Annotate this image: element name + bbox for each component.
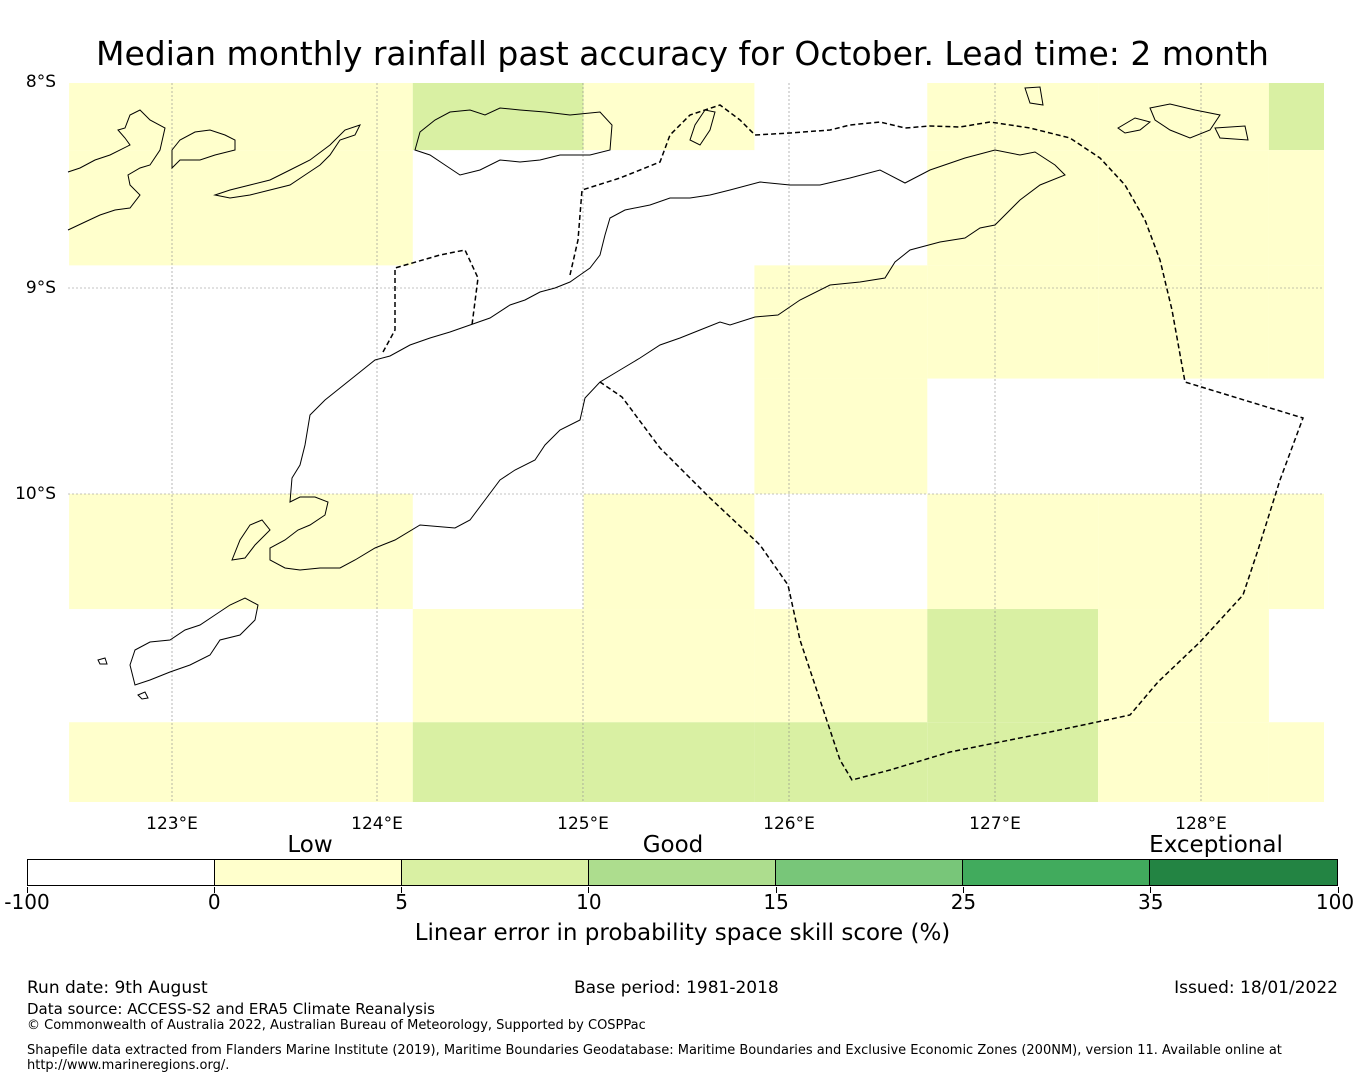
shapefile-url: http://www.marineregions.org/. <box>27 1058 230 1073</box>
ndana-coastline <box>137 691 149 700</box>
skill-cell <box>1268 722 1324 802</box>
map-title: Median monthly rainfall past accuracy fo… <box>96 34 1269 73</box>
colorbar-segment <box>776 860 963 885</box>
colorbar-tick-mark <box>775 887 777 893</box>
flores-alor-coastline <box>67 109 166 231</box>
skill-cell <box>1268 493 1324 610</box>
skill-cell <box>754 609 928 723</box>
skill-cell <box>583 722 755 802</box>
skill-cell <box>412 722 584 802</box>
lon-label-128e: 128°E <box>1175 814 1227 834</box>
skill-cell <box>1098 493 1269 610</box>
colorbar-title: Linear error in probability space skill … <box>414 920 951 946</box>
category-good: Good <box>642 832 704 858</box>
colorbar-tick-mark <box>1337 887 1339 893</box>
lon-label-124e: 124°E <box>351 814 403 834</box>
oecusse-boundary <box>382 249 479 353</box>
colorbar-segment <box>402 860 589 885</box>
colorbar-tick-mark <box>1150 887 1152 893</box>
skill-cell <box>754 378 928 494</box>
eez-boundaries <box>382 104 1304 781</box>
skill-cell <box>1098 609 1269 723</box>
lakor-coastline <box>1117 117 1152 134</box>
skill-cell <box>927 493 1099 610</box>
colorbar-segment <box>963 860 1150 885</box>
colorbar <box>27 859 1338 886</box>
run-date: Run date: 9th August <box>27 978 208 998</box>
skill-cell <box>927 609 1099 723</box>
colorbar-tick-label: 5 <box>395 890 408 914</box>
colorbar-tick-label: 0 <box>207 890 221 914</box>
skill-cell <box>927 83 1099 151</box>
skill-cell <box>1268 265 1324 379</box>
lon-label-126e: 126°E <box>763 814 815 834</box>
skill-cell <box>754 722 928 802</box>
shapefile-credit: Shapefile data extracted from Flanders M… <box>27 1043 1282 1058</box>
kisar-coastline <box>1024 86 1044 106</box>
colorbar-tick-mark <box>401 887 403 893</box>
colorbar-segment <box>215 860 402 885</box>
skill-cell <box>69 493 413 610</box>
skill-cell <box>69 150 413 266</box>
skill-cell <box>927 722 1099 802</box>
colorbar-tick-label: 15 <box>763 890 789 914</box>
skill-cell <box>1268 150 1324 266</box>
skill-cell <box>412 609 584 723</box>
colorbar-tick-label: -100 <box>4 890 50 914</box>
colorbar-tick-mark <box>588 887 590 893</box>
colorbar-segment <box>28 860 215 885</box>
colorbar-tick-mark <box>962 887 964 893</box>
skill-score-map <box>67 83 1324 802</box>
skill-cell <box>69 722 413 802</box>
leti-coastline <box>1149 103 1221 139</box>
lon-label-125e: 125°E <box>557 814 609 834</box>
skill-cell <box>1098 83 1269 151</box>
category-low: Low <box>287 832 333 858</box>
skill-cell <box>1268 83 1324 151</box>
ndao-coastline <box>97 657 108 665</box>
rote-coastline <box>129 597 259 686</box>
colorbar-tick-label: 10 <box>576 890 602 914</box>
lon-label-123e: 123°E <box>146 814 198 834</box>
skill-cell <box>412 83 584 151</box>
colorbar-tick-mark <box>26 887 28 893</box>
skill-cell <box>1098 150 1269 266</box>
colorbar-tick-mark <box>213 887 215 893</box>
colorbar-tick-label: 35 <box>1137 890 1164 914</box>
skill-cell <box>583 83 755 151</box>
alor-coastline <box>213 124 361 199</box>
wetar-coastline <box>414 107 613 176</box>
semau-coastline <box>231 519 271 561</box>
copyright: © Commonwealth of Australia 2022, Austra… <box>27 1018 646 1033</box>
colorbar-tick-label: 100 <box>1315 890 1355 914</box>
pantar-coastline <box>171 129 236 170</box>
colorbar-tick-label: 25 <box>950 890 977 914</box>
lat-label-10s: 10°S <box>15 484 56 504</box>
skill-cell <box>1098 265 1269 379</box>
skill-cell <box>583 609 755 723</box>
timor-island-coastline <box>269 149 1066 571</box>
skill-cell <box>1098 722 1269 802</box>
lat-label-9s: 9°S <box>25 278 56 298</box>
moa-coastline <box>1214 125 1249 141</box>
lon-label-127e: 127°E <box>969 814 1021 834</box>
skill-cell <box>754 265 928 379</box>
colorbar-segment <box>1150 860 1337 885</box>
skill-cell <box>927 265 1099 379</box>
colorbar-segment <box>589 860 776 885</box>
skill-cell <box>583 493 755 610</box>
category-exceptional: Exceptional <box>1149 832 1283 858</box>
lat-label-8s: 8°S <box>25 72 56 92</box>
data-source: Data source: ACCESS-S2 and ERA5 Climate … <box>27 1000 435 1018</box>
base-period: Base period: 1981-2018 <box>574 978 779 998</box>
skill-grid <box>69 83 1324 802</box>
issued-date: Issued: 18/01/2022 <box>1174 978 1338 998</box>
graticule <box>68 83 1324 802</box>
skill-cell <box>69 83 413 151</box>
